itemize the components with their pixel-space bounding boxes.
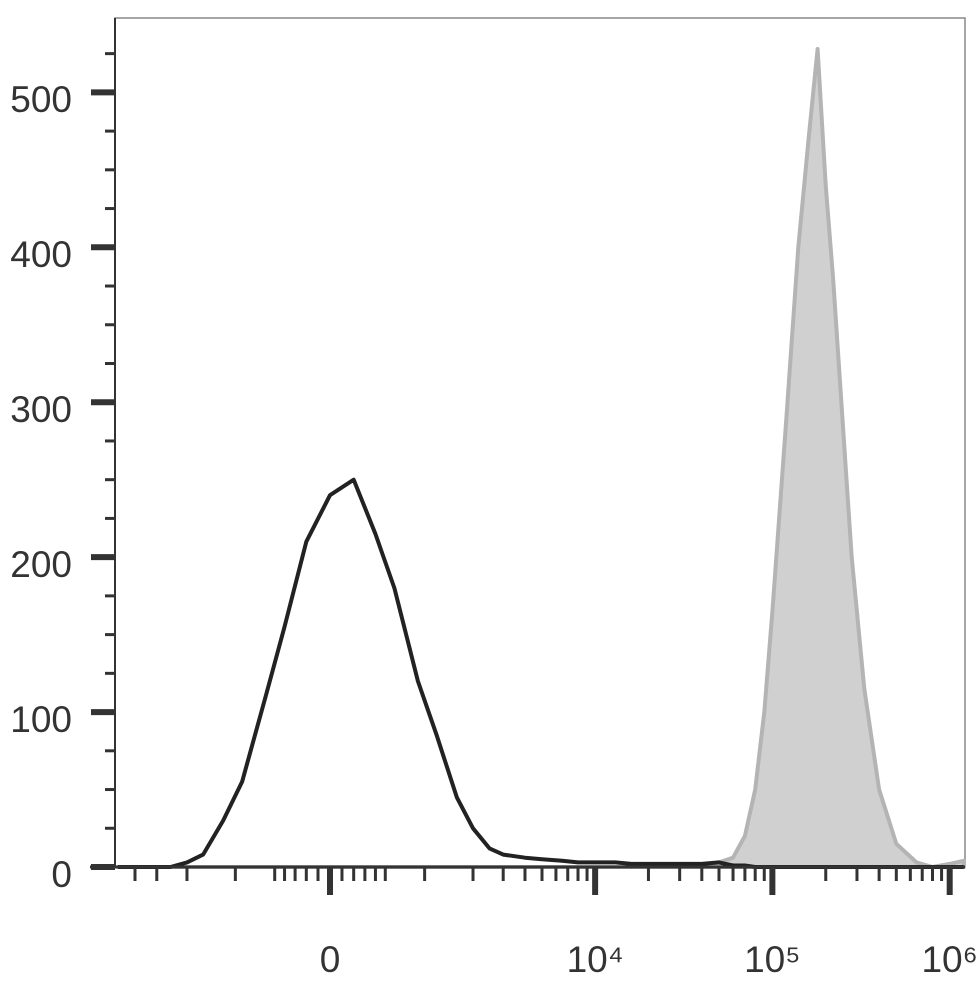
y-tick-label: 300 xyxy=(10,389,72,430)
y-tick-label: 100 xyxy=(10,699,72,740)
x-tick-label: 10⁶ xyxy=(921,939,977,980)
histogram-area xyxy=(116,47,966,869)
x-tick-label: 10⁵ xyxy=(744,939,801,980)
x-tick-label: 0 xyxy=(320,939,341,980)
y-tick-label: 500 xyxy=(10,79,72,120)
axis-layer: 0 100 200 300 400 500 0 10⁴ 10⁵ 10⁶ xyxy=(10,18,977,980)
y-tick-label: 0 xyxy=(51,854,72,895)
y-tick-label: 400 xyxy=(10,234,72,275)
x-tick-label: 10⁴ xyxy=(567,939,624,980)
y-tick-label: 200 xyxy=(10,544,72,585)
data-layer xyxy=(116,47,966,869)
